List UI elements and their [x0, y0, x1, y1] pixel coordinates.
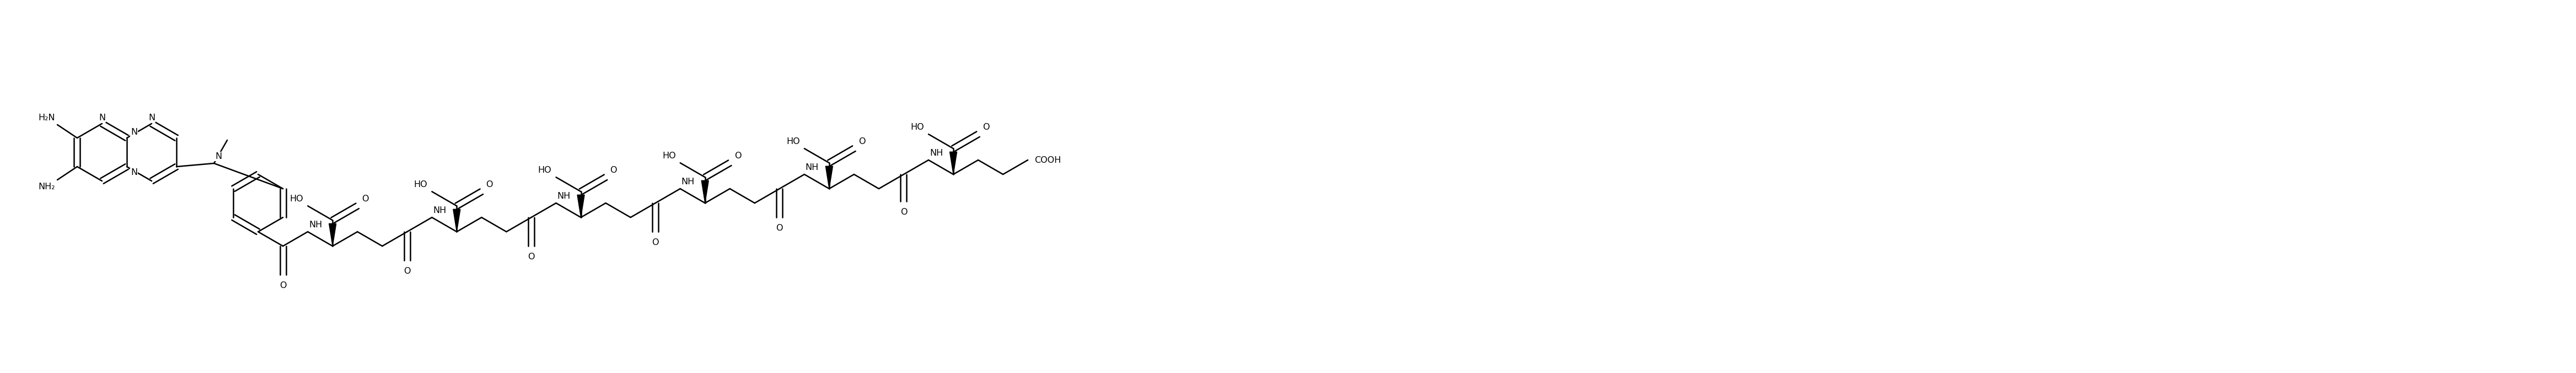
Text: O: O: [734, 152, 742, 160]
Text: O: O: [981, 123, 989, 131]
Text: HO: HO: [786, 138, 801, 146]
Text: COOH: COOH: [1036, 156, 1061, 164]
Text: O: O: [278, 281, 286, 290]
Polygon shape: [824, 166, 832, 189]
Text: O: O: [858, 138, 866, 146]
Text: NH: NH: [556, 192, 569, 200]
Text: O: O: [528, 253, 536, 261]
Text: HO: HO: [909, 123, 925, 131]
Text: O: O: [404, 267, 410, 275]
Text: O: O: [611, 166, 618, 175]
Text: HO: HO: [415, 181, 428, 189]
Text: O: O: [487, 181, 492, 189]
Text: H₂N: H₂N: [39, 114, 54, 122]
Text: N: N: [131, 128, 137, 136]
Polygon shape: [951, 152, 956, 174]
Polygon shape: [330, 223, 337, 246]
Text: N: N: [149, 114, 155, 122]
Text: HO: HO: [538, 166, 551, 175]
Text: NH: NH: [433, 206, 446, 214]
Text: NH: NH: [806, 163, 819, 172]
Text: NH₂: NH₂: [39, 183, 54, 191]
Text: O: O: [775, 224, 783, 232]
Text: NH: NH: [680, 178, 696, 186]
Text: O: O: [652, 238, 659, 247]
Text: N: N: [98, 114, 106, 122]
Text: N: N: [214, 152, 222, 160]
Text: HO: HO: [289, 195, 304, 203]
Text: O: O: [899, 208, 907, 216]
Text: N: N: [131, 168, 137, 176]
Text: NH: NH: [930, 149, 943, 157]
Text: O: O: [361, 195, 368, 203]
Text: NH: NH: [309, 221, 322, 229]
Polygon shape: [453, 209, 461, 232]
Text: HO: HO: [662, 152, 675, 160]
Polygon shape: [701, 181, 708, 203]
Polygon shape: [577, 195, 585, 217]
